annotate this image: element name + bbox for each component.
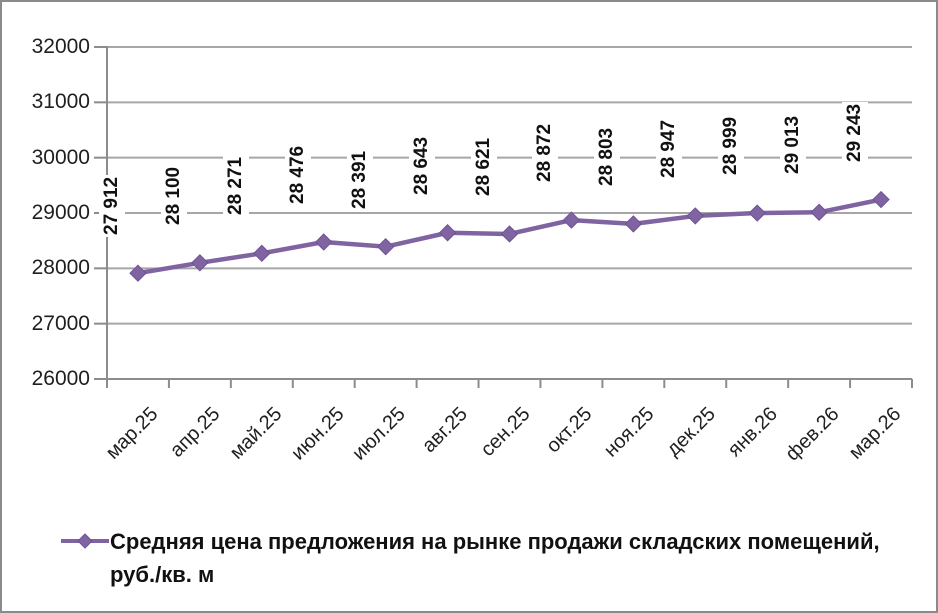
legend: Средняя цена предложения на рынке продаж… xyxy=(60,525,888,591)
y-axis-label: 31000 xyxy=(31,90,90,114)
data-label: 29 243 xyxy=(842,101,869,164)
data-point-marker xyxy=(315,233,333,251)
data-point-marker xyxy=(438,224,457,242)
y-axis-label: 26000 xyxy=(31,367,90,390)
data-point-marker xyxy=(748,204,766,222)
data-label: 28 476 xyxy=(284,143,311,206)
y-axis-label: 32000 xyxy=(31,35,90,58)
legend-line-marker-icon xyxy=(61,533,109,549)
data-point-marker xyxy=(191,254,209,272)
data-point-marker xyxy=(500,225,519,243)
y-axis-label: 27000 xyxy=(31,311,90,335)
data-point-marker xyxy=(810,203,828,221)
data-label: 28 803 xyxy=(594,125,621,188)
y-axis-label: 29000 xyxy=(31,201,90,224)
y-axis-label: 30000 xyxy=(31,145,90,169)
data-label: 28 947 xyxy=(656,117,683,180)
data-label: 27 912 xyxy=(98,175,125,238)
data-point-marker xyxy=(129,264,147,282)
y-axis-label: 28000 xyxy=(31,256,90,280)
data-point-marker xyxy=(376,237,395,256)
data-label: 28 271 xyxy=(222,155,249,218)
data-point-marker xyxy=(872,190,890,209)
data-point-marker xyxy=(253,244,271,263)
data-label: 28 872 xyxy=(532,121,559,185)
data-label: 28 621 xyxy=(470,135,497,198)
legend-label: Средняя цена предложения на рынке продаж… xyxy=(110,529,880,587)
data-label: 28 391 xyxy=(346,148,373,211)
data-point-marker xyxy=(624,215,643,233)
data-label: 28 100 xyxy=(160,164,187,227)
data-label: 29 013 xyxy=(780,114,807,177)
data-point-marker xyxy=(562,211,581,229)
data-label: 28 999 xyxy=(718,114,745,178)
data-point-marker xyxy=(686,207,704,225)
data-label: 28 643 xyxy=(408,134,435,197)
